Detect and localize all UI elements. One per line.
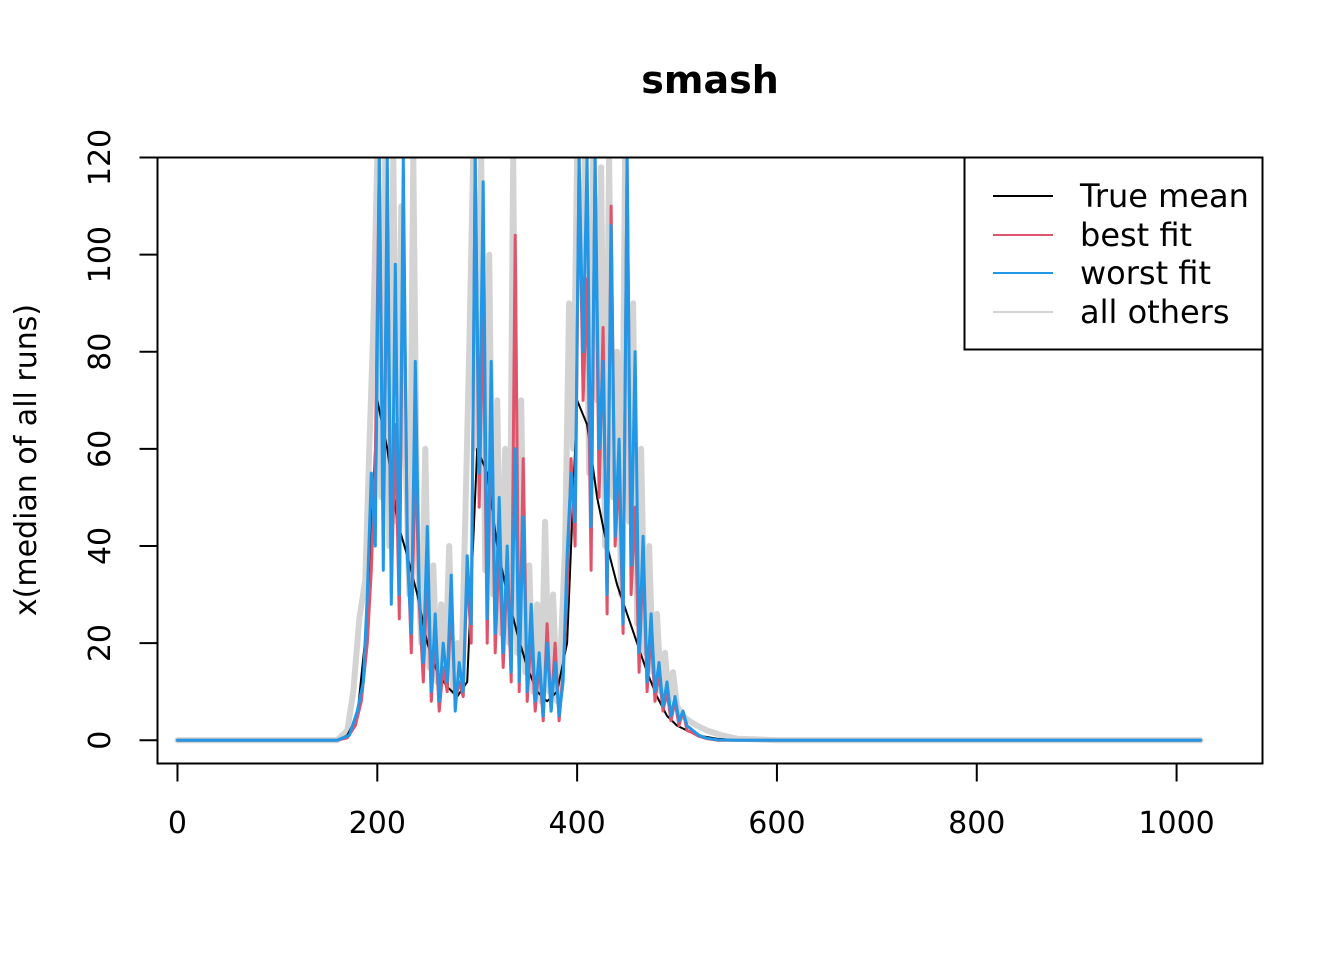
y-tick-label: 80: [83, 333, 118, 371]
legend-label: best fit: [1080, 216, 1192, 254]
legend-label: worst fit: [1080, 254, 1211, 292]
legend-label: all others: [1080, 293, 1229, 331]
chart-title: smash: [641, 58, 779, 102]
legend-box: [963, 156, 1264, 351]
y-axis-label: x(median of all runs): [9, 304, 44, 616]
plot-lines: [174, 157, 1204, 744]
x-axis: 0 200 400 600 800 1000: [168, 762, 1215, 841]
x-tick-label: 0: [168, 806, 187, 841]
x-tick-label: 1000: [1138, 806, 1214, 841]
series-line-true-mean: [176, 399, 1202, 742]
y-tick-label: 40: [83, 527, 118, 565]
x-tick-label: 600: [748, 806, 805, 841]
y-axis: 0 20 40 60 80 100 120: [83, 129, 159, 750]
y-tick-label: 20: [83, 624, 118, 662]
y-tick-label: 120: [83, 129, 118, 186]
series-line-worst-fit: [176, 157, 1203, 742]
x-tick-label: 400: [548, 806, 605, 841]
y-tick-label: 60: [83, 430, 118, 468]
y-tick-label: 0: [83, 731, 118, 750]
y-tick-label: 100: [83, 226, 118, 283]
x-tick-label: 800: [948, 806, 1005, 841]
legend-label: True mean: [1079, 177, 1249, 215]
x-tick-label: 200: [349, 806, 406, 841]
